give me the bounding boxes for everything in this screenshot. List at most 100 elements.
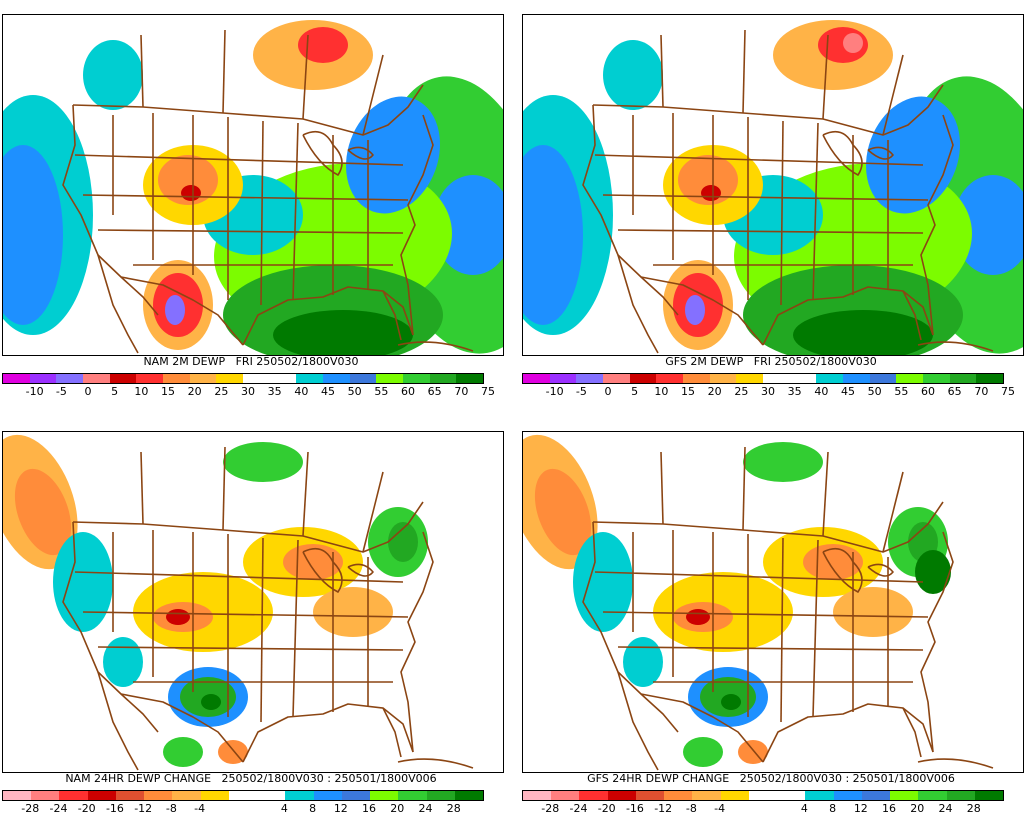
boundary-line — [812, 539, 819, 718]
colorbar-swatch — [87, 791, 116, 800]
boundary-line — [397, 758, 474, 769]
colorbar-swatch — [843, 374, 870, 383]
colorbar-swatch — [607, 791, 636, 800]
rockies-driest — [701, 185, 721, 201]
colorbar-swatch — [748, 791, 778, 800]
colorbar-swatch — [285, 791, 314, 800]
colorbar-tick-label: 0 — [604, 385, 612, 398]
colorbar-swatch — [629, 374, 657, 383]
boundary-line — [640, 693, 764, 763]
colorbar-tick-label: -12 — [654, 802, 673, 815]
boundary-line — [617, 254, 659, 354]
colorbar-tick-label: 20 — [187, 385, 202, 398]
boundary-line — [867, 146, 894, 160]
boundary-line — [222, 29, 226, 114]
boundary-line — [780, 537, 784, 723]
colorbar-tick-label: 0 — [84, 385, 92, 398]
nam-dewpoint-colorbar-ticks: -10 -5 0 5 10 15 20 25 30 35 40 45 50 55 60 65 70 75 — [2, 385, 495, 399]
nw-canada-cyan — [83, 40, 143, 110]
boundary-line — [582, 521, 679, 733]
colorbar-tick-label: 8 — [829, 802, 837, 815]
gfs-dewpoint-caption: GFS 2M DEWP FRI 250502/1800V030 — [665, 355, 877, 368]
colorbar-swatch — [869, 374, 897, 383]
boundary-line — [867, 563, 894, 577]
colorbar-tick-label: 5 — [111, 385, 119, 398]
plains-drying-peak — [686, 609, 710, 625]
west-cyan — [573, 532, 633, 632]
atlantic-blue — [953, 175, 1023, 275]
colorbar-tick-label: 75 — [1001, 385, 1015, 398]
gfs-dewpoint-colorbar — [522, 373, 1004, 384]
colorbar-tick-label: -16 — [625, 802, 644, 815]
colorbar-swatch — [115, 791, 145, 800]
boundary-line — [120, 276, 244, 346]
baja-cyan — [103, 637, 143, 687]
boundary-line — [362, 471, 384, 553]
colorbar-tick-label: 24 — [418, 802, 433, 815]
gfs-dewpoint-map-svg — [523, 15, 1023, 355]
colorbar-swatch — [918, 791, 947, 800]
colorbar-tick-label: 60 — [401, 385, 415, 398]
boundary-line — [400, 114, 434, 336]
colorbar-tick-label: 25 — [734, 385, 749, 398]
rockies-driest — [181, 185, 201, 201]
colorbar-swatch — [709, 374, 737, 383]
boundary-line — [82, 611, 409, 618]
colorbar-swatch — [456, 374, 484, 383]
boundary-line — [97, 646, 404, 651]
boundary-line — [660, 451, 664, 525]
boundary-line — [302, 451, 309, 537]
gfs-change-map — [522, 431, 1024, 773]
boundary-line — [62, 104, 159, 316]
colorbar-swatch — [454, 791, 483, 800]
nam-dewpoint-colorbar — [2, 373, 484, 384]
colorbar-swatch — [523, 374, 550, 383]
boundary-line — [617, 646, 924, 651]
colorbar-swatch — [736, 374, 764, 383]
colorbar-swatch — [398, 791, 427, 800]
boundary-line — [742, 29, 746, 114]
colorbar-tick-label: -28 — [541, 802, 560, 815]
gulf-very-humid — [793, 310, 933, 355]
colorbar-swatch — [31, 791, 60, 800]
boundary-line — [822, 451, 829, 537]
colorbar-swatch — [136, 374, 164, 383]
texas-moistening-peak — [721, 694, 741, 710]
colorbar-swatch — [551, 791, 580, 800]
nam-change-colorbar — [2, 790, 484, 801]
colorbar-swatch — [683, 374, 710, 383]
boundary-line — [292, 122, 299, 301]
boundary-line — [822, 130, 863, 176]
boundary-line — [302, 34, 309, 120]
colorbar-swatch — [243, 374, 270, 383]
gfs-change-caption: GFS 24HR DEWP CHANGE 250502/1800V030 : 2… — [587, 772, 955, 785]
colorbar-tick-label: 10 — [654, 385, 669, 398]
colorbar-tick-label: 30 — [761, 385, 775, 398]
colorbar-swatch — [833, 791, 862, 800]
boundary-line — [617, 229, 924, 234]
colorbar-tick-label: -5 — [55, 385, 67, 398]
colorbar-tick-label: 20 — [707, 385, 722, 398]
colorbar-swatch — [549, 374, 577, 383]
nam-change-map — [2, 431, 504, 773]
colorbar-tick-label: 15 — [161, 385, 175, 398]
boundary-line — [140, 451, 144, 525]
boundary-line — [762, 286, 934, 346]
colorbar-swatch — [635, 791, 665, 800]
boundary-line — [882, 54, 904, 136]
colorbar-swatch — [257, 791, 286, 800]
colorbar-tick-label: 60 — [921, 385, 935, 398]
boundary-line — [400, 531, 434, 753]
colorbar-swatch — [376, 374, 404, 383]
panel-nam-dewpoint: NAM 2M DEWP FRI 250502/1800V030 -10 -5 0 5 1… — [0, 0, 504, 408]
colorbar-swatch — [349, 374, 377, 383]
colorbar-tick-label: 20 — [910, 802, 925, 815]
boundary-line — [920, 531, 954, 753]
nam-dewpoint-map — [2, 14, 504, 356]
colorbar-swatch — [896, 374, 924, 383]
colorbar-swatch — [29, 374, 57, 383]
colorbar-tick-label: 10 — [134, 385, 149, 398]
pacific-drying-core — [14, 468, 72, 556]
colorbar-tick-label: 40 — [814, 385, 829, 398]
boundary-line — [82, 194, 409, 201]
